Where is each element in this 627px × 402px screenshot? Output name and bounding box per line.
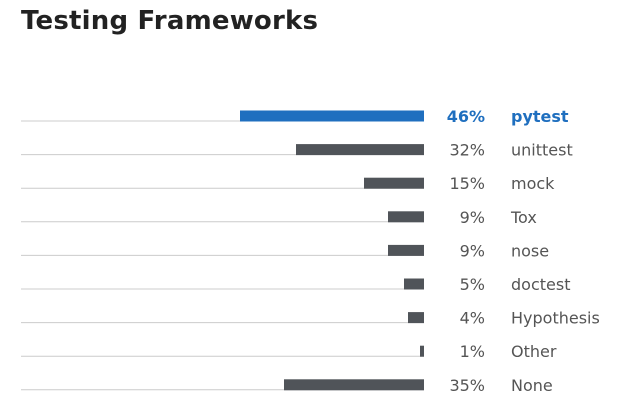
bar bbox=[420, 345, 424, 357]
bar bbox=[408, 312, 424, 324]
value-label: 9% bbox=[460, 208, 485, 227]
bar-row-none: 35% None bbox=[21, 376, 553, 395]
bar-row-tox: 9% Tox bbox=[21, 208, 537, 227]
category-label: pytest bbox=[511, 107, 569, 126]
category-label: unittest bbox=[511, 141, 573, 160]
category-label: doctest bbox=[511, 275, 570, 294]
bar bbox=[364, 177, 424, 189]
value-label: 5% bbox=[460, 275, 485, 294]
bar-row-mock: 15% mock bbox=[21, 174, 555, 193]
category-label: nose bbox=[511, 241, 549, 260]
category-label: mock bbox=[511, 174, 555, 193]
bar-row-doctest: 5% doctest bbox=[21, 275, 570, 294]
value-label: 46% bbox=[447, 107, 485, 126]
bar-row-hypothesis: 4% Hypothesis bbox=[21, 309, 600, 328]
category-label: None bbox=[511, 376, 553, 395]
bar-row-nose: 9% nose bbox=[21, 241, 549, 260]
category-label: Other bbox=[511, 342, 557, 361]
bar bbox=[296, 144, 424, 156]
category-label: Tox bbox=[510, 208, 537, 227]
value-label: 35% bbox=[449, 376, 485, 395]
value-label: 4% bbox=[460, 309, 485, 328]
value-label: 1% bbox=[460, 342, 485, 361]
bar bbox=[240, 110, 424, 122]
bar-row-other: 1% Other bbox=[21, 342, 557, 361]
bar bbox=[388, 211, 424, 223]
bar bbox=[388, 244, 424, 256]
chart-title: Testing Frameworks bbox=[21, 6, 319, 36]
bar bbox=[404, 278, 424, 290]
value-label: 9% bbox=[460, 241, 485, 260]
value-label: 32% bbox=[449, 141, 485, 160]
category-label: Hypothesis bbox=[511, 309, 600, 328]
bar bbox=[284, 379, 424, 391]
bar-row-pytest: 46% pytest bbox=[21, 107, 569, 126]
bar-row-unittest: 32% unittest bbox=[21, 141, 573, 160]
value-label: 15% bbox=[449, 174, 485, 193]
